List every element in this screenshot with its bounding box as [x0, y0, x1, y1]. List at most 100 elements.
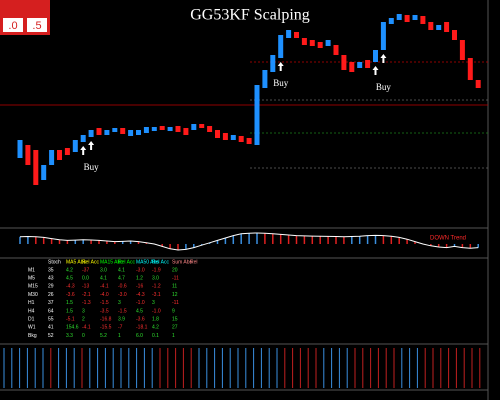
candle — [246, 138, 252, 144]
table-cell: 3.0 — [152, 276, 159, 282]
table-cell: -4.3 — [136, 292, 145, 298]
table-cell: -3.1 — [152, 292, 161, 298]
candle — [112, 128, 118, 132]
table-cell: -16.8 — [100, 317, 112, 323]
table-cell: -3.6 — [66, 292, 75, 298]
table-header: Rel Acc — [118, 259, 135, 265]
table-cell: W1 — [28, 325, 36, 331]
candle — [452, 30, 457, 40]
oscillator-line — [19, 232, 479, 251]
table-cell: -13 — [82, 284, 89, 290]
table-cell: H1 — [28, 300, 35, 306]
table-cell: 29 — [48, 284, 54, 290]
buy-arrow — [380, 54, 387, 63]
table-cell: 4.2 — [152, 325, 159, 331]
table-cell: 55 — [48, 317, 54, 323]
table-cell: 1.2 — [136, 276, 143, 282]
candle — [151, 127, 157, 131]
candle — [167, 127, 173, 131]
buy-label: Buy — [273, 78, 289, 88]
table-cell: 3.0 — [100, 267, 107, 273]
table-cell: -37 — [82, 267, 89, 273]
table-cell: 52 — [48, 333, 54, 339]
table-cell: 4.5 — [136, 308, 143, 314]
buy-label: Buy — [376, 82, 392, 92]
table-cell: Bkg — [28, 333, 37, 339]
candle — [301, 38, 307, 45]
candle — [444, 22, 450, 32]
table-cell: -16 — [136, 284, 143, 290]
table-cell: H4 — [28, 308, 35, 314]
table-cell: 3 — [118, 300, 121, 306]
candle — [199, 124, 205, 128]
candle — [104, 130, 110, 135]
table-cell: 4.5 — [66, 276, 73, 282]
table-cell: 1.5 — [66, 308, 73, 314]
table-cell: -0.6 — [118, 284, 127, 290]
table-cell: 27 — [172, 325, 178, 331]
table-cell: 0 — [82, 333, 85, 339]
buy-label: Buy — [84, 162, 100, 172]
table-cell: -1.0 — [136, 300, 145, 306]
table-cell: -1.3 — [82, 300, 91, 306]
candle — [88, 130, 94, 137]
table-cell: 3.9 — [118, 317, 125, 323]
table-header: Rel Acc — [152, 259, 169, 265]
table-cell: 3.3 — [66, 333, 73, 339]
candle — [17, 140, 23, 158]
table-header: MA15 Abs — [100, 259, 123, 265]
table-cell: 154.6 — [66, 325, 79, 331]
table-cell: -4.1 — [100, 284, 109, 290]
candle — [33, 150, 39, 185]
candle — [309, 40, 315, 46]
table-header: MA50 Abs — [136, 259, 159, 265]
table-cell: -11 — [172, 276, 179, 282]
table-cell: -1.5 — [100, 300, 109, 306]
table-cell: 1 — [172, 333, 175, 339]
buy-box[interactable] — [27, 18, 47, 32]
candle — [41, 165, 47, 180]
candle — [436, 25, 442, 30]
table-cell: D1 — [28, 317, 35, 323]
candle — [191, 124, 197, 130]
candle — [80, 135, 86, 142]
candle — [175, 126, 181, 132]
table-cell: -5.1 — [66, 317, 75, 323]
candle — [96, 128, 102, 135]
table-cell: 1.8 — [152, 317, 159, 323]
table-cell: -15.5 — [100, 325, 112, 331]
table-cell: 64 — [48, 308, 54, 314]
candle — [317, 42, 323, 48]
candle — [325, 40, 331, 46]
table-cell: -2.1 — [82, 292, 91, 298]
candle — [254, 85, 260, 145]
candle — [341, 55, 347, 70]
table-cell: 4.7 — [118, 276, 125, 282]
candle — [357, 62, 363, 68]
candle — [128, 130, 134, 136]
table-cell: -3.0 — [136, 267, 145, 273]
table-cell: 12 — [172, 292, 178, 298]
candle — [412, 15, 418, 20]
table-cell: M15 — [28, 284, 38, 290]
candle — [207, 126, 213, 132]
candle — [159, 126, 165, 130]
buy-price: .5 — [32, 20, 41, 32]
table-cell: 11 — [172, 284, 177, 290]
table-cell: -1.2 — [152, 284, 161, 290]
table-cell: 1 — [118, 333, 121, 339]
sell-box[interactable] — [3, 18, 23, 32]
candle — [64, 148, 70, 155]
candle — [270, 55, 276, 72]
candle — [183, 128, 189, 135]
table-cell: -4.3 — [66, 284, 75, 290]
candle — [420, 16, 426, 24]
candle — [459, 40, 465, 60]
table-cell: 0.0 — [82, 276, 89, 282]
candle — [278, 35, 284, 58]
table-cell: -1.5 — [118, 308, 127, 314]
table-cell: 4.1 — [118, 267, 125, 273]
table-cell: M30 — [28, 292, 38, 298]
table-cell: -11 — [172, 300, 179, 306]
